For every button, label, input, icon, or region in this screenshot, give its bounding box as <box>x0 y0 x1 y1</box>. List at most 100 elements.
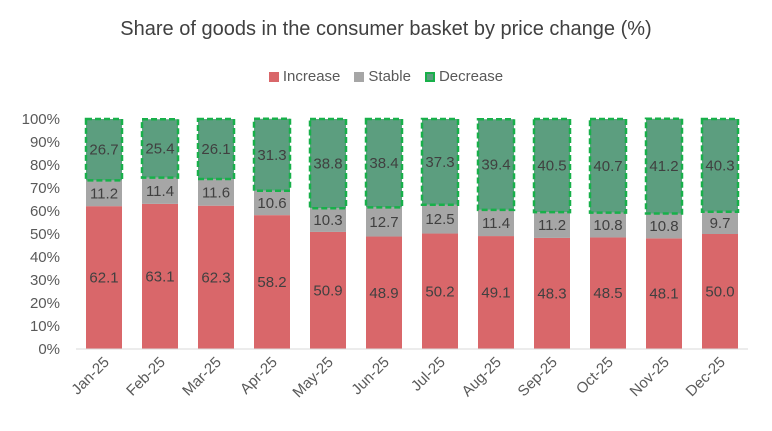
bar-stable <box>366 207 402 237</box>
data-label-increase: 63.1 <box>145 268 174 285</box>
bar-decrease <box>588 117 628 214</box>
bar-increase <box>310 231 346 349</box>
data-label-stable: 11.2 <box>90 185 118 202</box>
bar-increase <box>422 233 458 349</box>
x-tick-label: Apr-25 <box>237 354 281 398</box>
data-label-decrease: 31.3 <box>257 147 286 164</box>
data-label-increase: 50.9 <box>313 282 342 299</box>
bar-increase <box>646 238 682 349</box>
legend-label-stable: Stable <box>368 68 411 85</box>
data-label-decrease: 40.5 <box>537 158 566 175</box>
bar-decrease <box>364 117 404 209</box>
data-label-stable: 10.3 <box>313 212 342 229</box>
bar-stable <box>646 213 682 239</box>
legend: Increase Stable Decrease <box>0 68 772 85</box>
data-label-increase: 48.1 <box>649 286 678 303</box>
data-label-increase: 62.3 <box>201 269 230 286</box>
bar-stable <box>254 190 290 216</box>
bar-stable <box>142 177 178 204</box>
data-label-increase: 49.1 <box>481 285 510 302</box>
bar-increase <box>702 234 738 349</box>
y-tick-label: 100% <box>22 111 60 128</box>
data-label-decrease: 26.7 <box>89 142 118 159</box>
legend-swatch-decrease <box>424 71 435 82</box>
y-tick-label: 80% <box>30 157 60 174</box>
data-label-increase: 62.1 <box>89 270 118 287</box>
bar-decrease <box>420 117 460 207</box>
bar-decrease <box>196 117 236 181</box>
y-tick-label: 10% <box>30 318 60 335</box>
bar-increase <box>366 236 402 349</box>
data-label-stable: 11.6 <box>202 184 230 201</box>
x-tick-label: Feb-25 <box>123 354 169 400</box>
data-label-stable: 9.7 <box>710 215 731 232</box>
x-tick-label: Nov-25 <box>627 354 673 400</box>
data-label-stable: 12.7 <box>369 214 398 231</box>
bar-decrease <box>252 117 292 193</box>
bar-decrease <box>140 117 180 179</box>
data-label-decrease: 40.7 <box>593 158 622 175</box>
data-label-decrease: 26.1 <box>201 141 230 158</box>
data-label-increase: 48.9 <box>369 285 398 302</box>
data-label-decrease: 41.2 <box>649 158 678 175</box>
data-label-stable: 12.5 <box>425 211 454 228</box>
y-tick-label: 40% <box>30 249 60 266</box>
bar-stable <box>702 211 738 234</box>
bar-increase <box>590 237 626 349</box>
x-tick-label: Jun-25 <box>348 354 392 398</box>
data-label-increase: 50.2 <box>425 283 454 300</box>
data-label-decrease: 38.8 <box>313 156 342 173</box>
legend-swatch-stable <box>354 71 365 82</box>
y-tick-label: 0% <box>38 341 60 358</box>
chart-title: Share of goods in the consumer basket by… <box>120 18 652 40</box>
bar-stable <box>198 179 234 206</box>
data-label-decrease: 40.3 <box>705 157 734 174</box>
data-label-stable: 11.2 <box>538 217 566 234</box>
x-tick-label: May-25 <box>289 354 336 401</box>
bar-decrease <box>644 117 684 215</box>
bar-stable <box>310 208 346 232</box>
x-tick-label: Mar-25 <box>179 354 225 400</box>
legend-label-decrease: Decrease <box>438 68 504 85</box>
bar-stable <box>590 212 626 238</box>
x-tick-label: Aug-25 <box>459 354 505 400</box>
y-tick-label: 50% <box>30 226 60 243</box>
legend-item-increase: Increase <box>268 68 341 85</box>
data-label-increase: 50.0 <box>705 284 734 301</box>
data-label-decrease: 39.4 <box>481 157 510 174</box>
data-label-decrease: 25.4 <box>145 140 174 157</box>
x-tick-label: Dec-25 <box>683 354 729 400</box>
legend-swatch-increase <box>268 71 279 82</box>
bar-stable <box>422 204 458 234</box>
data-label-stable: 10.8 <box>649 218 678 235</box>
data-label-stable: 10.8 <box>593 217 622 234</box>
bar-increase <box>534 237 570 349</box>
data-label-stable: 11.4 <box>146 183 174 200</box>
bar-stable <box>86 180 122 207</box>
bar-increase <box>478 236 514 349</box>
data-label-decrease: 38.4 <box>369 155 398 172</box>
y-tick-label: 60% <box>30 203 60 220</box>
legend-item-stable: Stable <box>354 68 411 85</box>
y-tick-label: 70% <box>30 180 60 197</box>
x-tick-label: Oct-25 <box>573 354 617 398</box>
data-label-stable: 10.6 <box>257 195 286 212</box>
data-label-decrease: 37.3 <box>425 154 454 171</box>
bar-decrease <box>532 117 572 214</box>
data-label-stable: 11.4 <box>482 215 510 232</box>
bar-decrease <box>700 117 740 213</box>
legend-label-increase: Increase <box>282 68 341 85</box>
bar-decrease <box>308 117 348 210</box>
x-tick-label: Sep-25 <box>515 354 561 400</box>
y-tick-label: 90% <box>30 134 60 151</box>
bar-stable <box>534 212 570 238</box>
legend-item-decrease: Decrease <box>424 68 504 85</box>
bar-stable <box>478 209 514 237</box>
x-tick-label: Jul-25 <box>408 354 449 395</box>
bar-increase <box>198 205 234 349</box>
data-label-increase: 48.5 <box>593 285 622 302</box>
data-label-increase: 48.3 <box>537 285 566 302</box>
x-tick-label: Jan-25 <box>68 354 112 398</box>
bar-increase <box>142 203 178 349</box>
